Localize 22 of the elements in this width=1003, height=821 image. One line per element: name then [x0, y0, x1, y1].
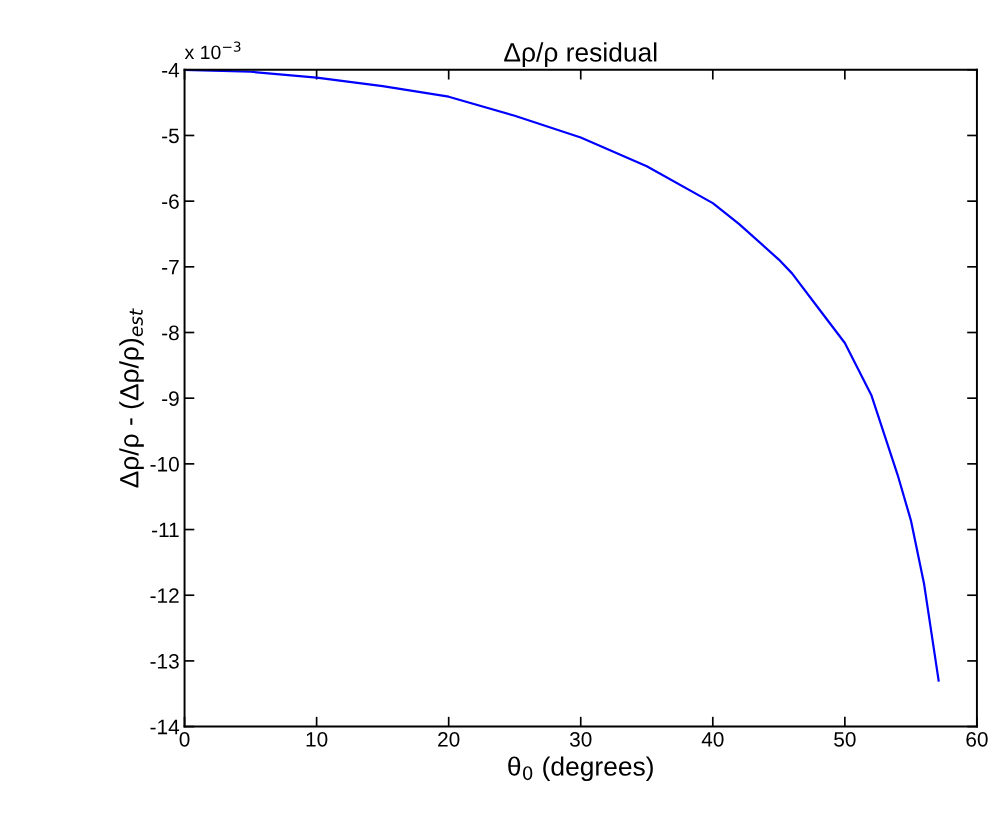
x-tick-label: 20 — [438, 732, 460, 747]
x-tick-label: 30 — [569, 732, 592, 747]
x-tick-label: 0 — [179, 732, 190, 747]
y-tick-label: -7 — [162, 260, 179, 275]
x-tick-label: 40 — [701, 732, 724, 747]
y-tick-label: -11 — [152, 522, 179, 538]
y-tick-label: -5 — [162, 128, 179, 144]
y-tick-label: -8 — [162, 325, 179, 341]
x-tick-label: 60 — [966, 732, 988, 747]
y-tick-label: -10 — [150, 456, 179, 472]
y-tick-label: -4 — [162, 63, 180, 78]
x-axis-title: θ$_{0}$ (degrees) — [508, 756, 653, 782]
y-axis-title: Δρ/ρ - (Δρ/ρ)$_{est}$ — [119, 308, 144, 488]
y-tick-label: -6 — [162, 194, 179, 209]
x-tick-label: 50 — [834, 732, 856, 747]
chart-title: Δρ/ρ residual — [504, 42, 657, 67]
text: x 10$^{−3}$ — [184, 41, 241, 60]
y-tick-label: -14 — [150, 719, 180, 735]
x-tick-label: 10 — [306, 732, 328, 747]
y-tick-label: -13 — [150, 653, 179, 669]
y-tick-label: -9 — [162, 391, 179, 406]
y-tick-label: -12 — [150, 588, 179, 603]
